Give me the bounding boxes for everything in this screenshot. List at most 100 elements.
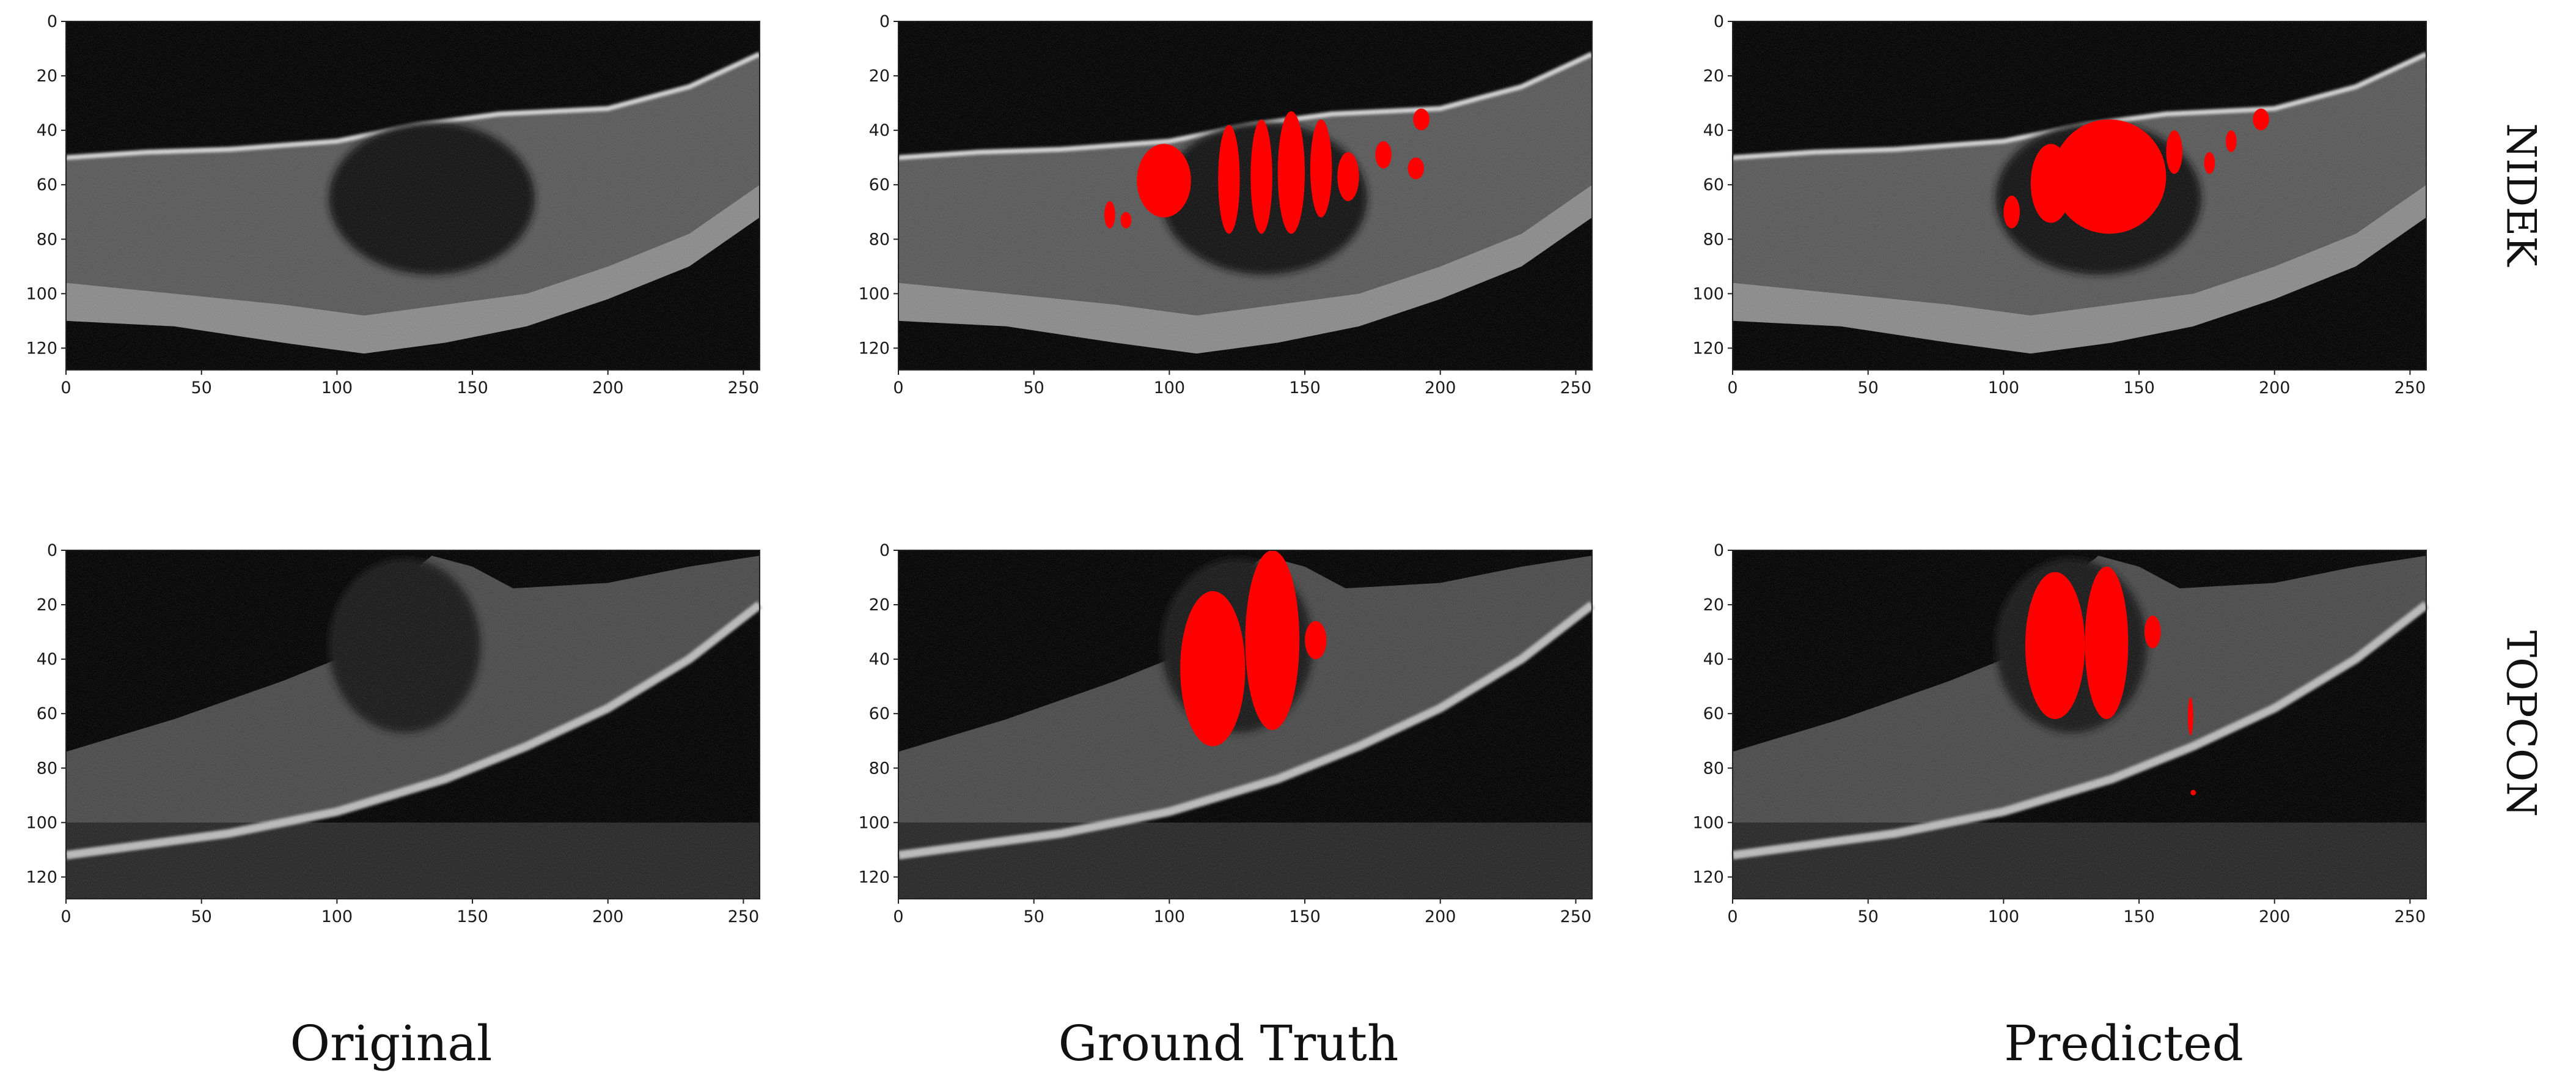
fluid-region	[2025, 572, 2085, 720]
fluid-region	[2253, 108, 2269, 131]
column-label-predicted: Predicted	[2004, 1015, 2244, 1072]
fluid-region	[1104, 201, 1115, 229]
column-label-ground-truth: Ground Truth	[1058, 1015, 1399, 1072]
fluid-region	[1218, 125, 1240, 234]
y-tick-label: 60	[869, 175, 890, 194]
fluid-region	[1407, 157, 1425, 180]
fluid-region	[1310, 119, 1332, 218]
fluid-region	[1180, 591, 1246, 747]
y-tick-label: 20	[869, 67, 890, 86]
column-label-original: Original	[290, 1015, 493, 1072]
y-tick-label: 0	[879, 12, 890, 31]
y-tick-label: 120	[1692, 339, 1724, 358]
x-tick-label: 50	[1024, 378, 1044, 397]
x-tick-label: 0	[893, 378, 903, 397]
x-tick-label: 150	[1289, 907, 1321, 926]
y-tick-label: 40	[869, 650, 890, 669]
y-tick-label: 100	[26, 284, 57, 303]
segmentation-overlay	[1104, 108, 1429, 234]
y-tick-label: 80	[869, 230, 890, 249]
y-tick-label: 100	[26, 813, 57, 832]
panel-axes: 0 50 100 150 200 250 0 20 40 60 80 100 120	[26, 541, 760, 926]
fluid-region	[1413, 108, 1429, 131]
x-tick-label: 0	[1727, 378, 1738, 397]
y-tick-label: 120	[26, 339, 57, 358]
x-tick-label: 100	[1154, 907, 1186, 926]
y-tick-label: 80	[869, 759, 890, 778]
y-tick-label: 120	[858, 868, 890, 887]
x-tick-label: 100	[1988, 378, 2020, 397]
y-tick-label: 0	[47, 12, 57, 31]
fluid-region	[2166, 130, 2182, 174]
fluid-region	[1277, 111, 1305, 234]
x-tick-label: 100	[1154, 378, 1186, 397]
y-tick-label: 60	[1703, 704, 1724, 723]
x-tick-label: 0	[61, 907, 71, 926]
fluid-region	[1375, 141, 1392, 169]
fluid-region	[2085, 566, 2129, 720]
oct-scan-image	[65, 21, 761, 370]
row-label-nidek: NIDEK	[2497, 123, 2545, 267]
panel-axes: 0 50 100 150 200 250 0 20 40 60 80 100 120	[858, 541, 1593, 926]
row-label-topcon: TOPCON	[2497, 630, 2545, 817]
x-tick-label: 50	[1858, 378, 1879, 397]
y-tick-label: 0	[1714, 12, 1724, 31]
y-tick-label: 20	[37, 596, 57, 614]
x-tick-label: 100	[321, 907, 353, 926]
y-tick-label: 100	[1692, 813, 1724, 832]
y-tick-label: 80	[37, 230, 57, 249]
panel-axes: 0 50 100 150 200 250 0 20 40 60 80 100 120	[1692, 12, 2427, 397]
x-tick-label: 200	[1425, 907, 1456, 926]
x-tick-label: 0	[61, 378, 71, 397]
x-tick-label: 250	[728, 907, 760, 926]
y-tick-label: 20	[1703, 596, 1724, 614]
oct-scan-image	[898, 21, 1593, 370]
y-tick-label: 80	[1703, 759, 1724, 778]
x-tick-label: 250	[728, 378, 760, 397]
y-tick-label: 100	[858, 284, 890, 303]
fluid-region	[1245, 550, 1300, 730]
x-tick-label: 50	[191, 378, 212, 397]
fluid-region	[2187, 697, 2193, 736]
fluid-region	[2144, 615, 2161, 649]
x-tick-label: 50	[1858, 907, 1879, 926]
x-tick-label: 0	[1727, 907, 1738, 926]
x-tick-label: 200	[2259, 907, 2291, 926]
x-tick-label: 100	[1988, 907, 2020, 926]
fluid-region	[2190, 789, 2196, 795]
x-tick-label: 250	[2394, 907, 2426, 926]
fluid-region	[2052, 119, 2167, 234]
x-tick-label: 150	[457, 907, 488, 926]
y-tick-label: 20	[1703, 67, 1724, 86]
y-tick-label: 80	[1703, 230, 1724, 249]
x-tick-label: 50	[191, 907, 212, 926]
fluid-region	[1250, 119, 1272, 234]
y-tick-label: 40	[869, 121, 890, 140]
x-tick-label: 250	[2394, 378, 2426, 397]
x-tick-label: 200	[1425, 378, 1456, 397]
y-tick-label: 100	[1692, 284, 1724, 303]
y-tick-label: 40	[37, 650, 57, 669]
y-tick-label: 0	[1714, 541, 1724, 560]
x-tick-label: 200	[2259, 378, 2291, 397]
y-tick-label: 120	[1692, 868, 1724, 887]
x-tick-label: 200	[592, 378, 624, 397]
x-tick-label: 150	[1289, 378, 1321, 397]
segmentation-overlay	[2025, 566, 2196, 795]
y-tick-label: 0	[879, 541, 890, 560]
segmentation-overlay	[2003, 108, 2269, 234]
oct-scan-image	[898, 550, 1595, 899]
oct-scan-image	[65, 550, 763, 899]
y-tick-label: 40	[1703, 121, 1724, 140]
panel-axes: 0 50 100 150 200 250 0 20 40 60 80 100 120	[26, 12, 760, 397]
fluid-region	[2204, 152, 2215, 174]
oct-scan-image	[1732, 550, 2429, 899]
x-tick-label: 250	[1560, 907, 1592, 926]
x-tick-label: 150	[457, 378, 488, 397]
y-tick-label: 120	[26, 868, 57, 887]
y-tick-label: 40	[37, 121, 57, 140]
fluid-region	[1120, 212, 1132, 229]
y-tick-label: 80	[37, 759, 57, 778]
y-tick-label: 20	[869, 596, 890, 614]
